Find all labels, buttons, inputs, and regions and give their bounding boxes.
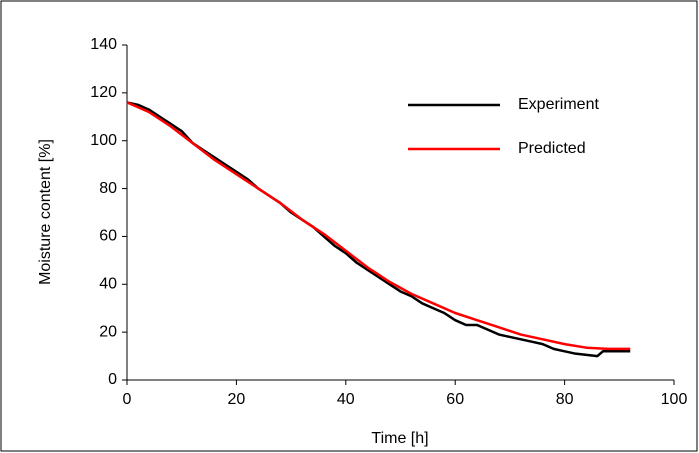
x-tick-label: 80 [556, 391, 574, 408]
x-tick-label: 60 [446, 391, 464, 408]
x-tick-label: 20 [228, 391, 246, 408]
legend-label: Predicted [518, 140, 586, 157]
x-tick-label: 40 [337, 391, 355, 408]
legend-label: Experiment [518, 96, 599, 113]
y-tick-label: 20 [99, 323, 117, 340]
x-tick-label: 100 [661, 391, 688, 408]
x-tick-label: 0 [123, 391, 132, 408]
y-tick-label: 100 [90, 132, 117, 149]
y-axis-label: Moisture content [%] [37, 139, 54, 285]
y-tick-label: 120 [90, 84, 117, 101]
y-tick-label: 80 [99, 180, 117, 197]
data-line [126, 101, 631, 358]
data-line [126, 101, 631, 351]
y-tick-label: 0 [108, 371, 117, 388]
y-tick-label: 60 [99, 228, 117, 245]
y-tick-label: 40 [99, 276, 117, 293]
y-tick-label: 140 [90, 36, 117, 53]
x-axis-label: Time [h] [371, 430, 428, 447]
